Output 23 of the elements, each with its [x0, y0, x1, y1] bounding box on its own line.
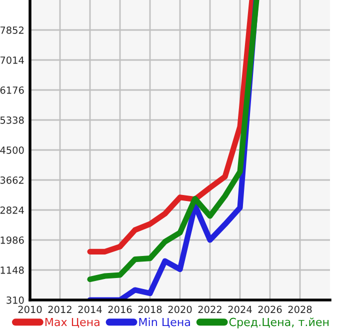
x-tick-label: 2016 [108, 306, 132, 314]
x-tick-label: 2024 [228, 306, 252, 314]
legend-label: Max Цена [45, 318, 100, 328]
y-tick-label: 5338 [0, 116, 24, 124]
legend-label: Min Цена [139, 318, 190, 328]
x-tick-label: 2012 [48, 306, 72, 314]
x-tick-label: 2010 [18, 306, 42, 314]
y-tick-label: 4500 [0, 146, 24, 154]
x-tick-label: 2028 [288, 306, 312, 314]
y-tick-label: 2824 [0, 206, 24, 214]
y-tick-label: 310 [6, 296, 24, 304]
y-tick-label: 7014 [0, 56, 24, 64]
x-tick-label: 2022 [198, 306, 222, 314]
y-tick-label: 6176 [0, 86, 24, 94]
y-tick-label: 3662 [0, 176, 24, 184]
x-tick-label: 2018 [138, 306, 162, 314]
x-tick-label: 2020 [168, 306, 192, 314]
y-tick-label: 7852 [0, 26, 24, 34]
x-tick-label: 2014 [78, 306, 102, 314]
y-tick-label: 1148 [0, 266, 24, 274]
y-tick-label: 1986 [0, 236, 24, 244]
legend-label: Сред.Цена, т.йен [229, 318, 329, 328]
x-tick-label: 2026 [258, 306, 282, 314]
